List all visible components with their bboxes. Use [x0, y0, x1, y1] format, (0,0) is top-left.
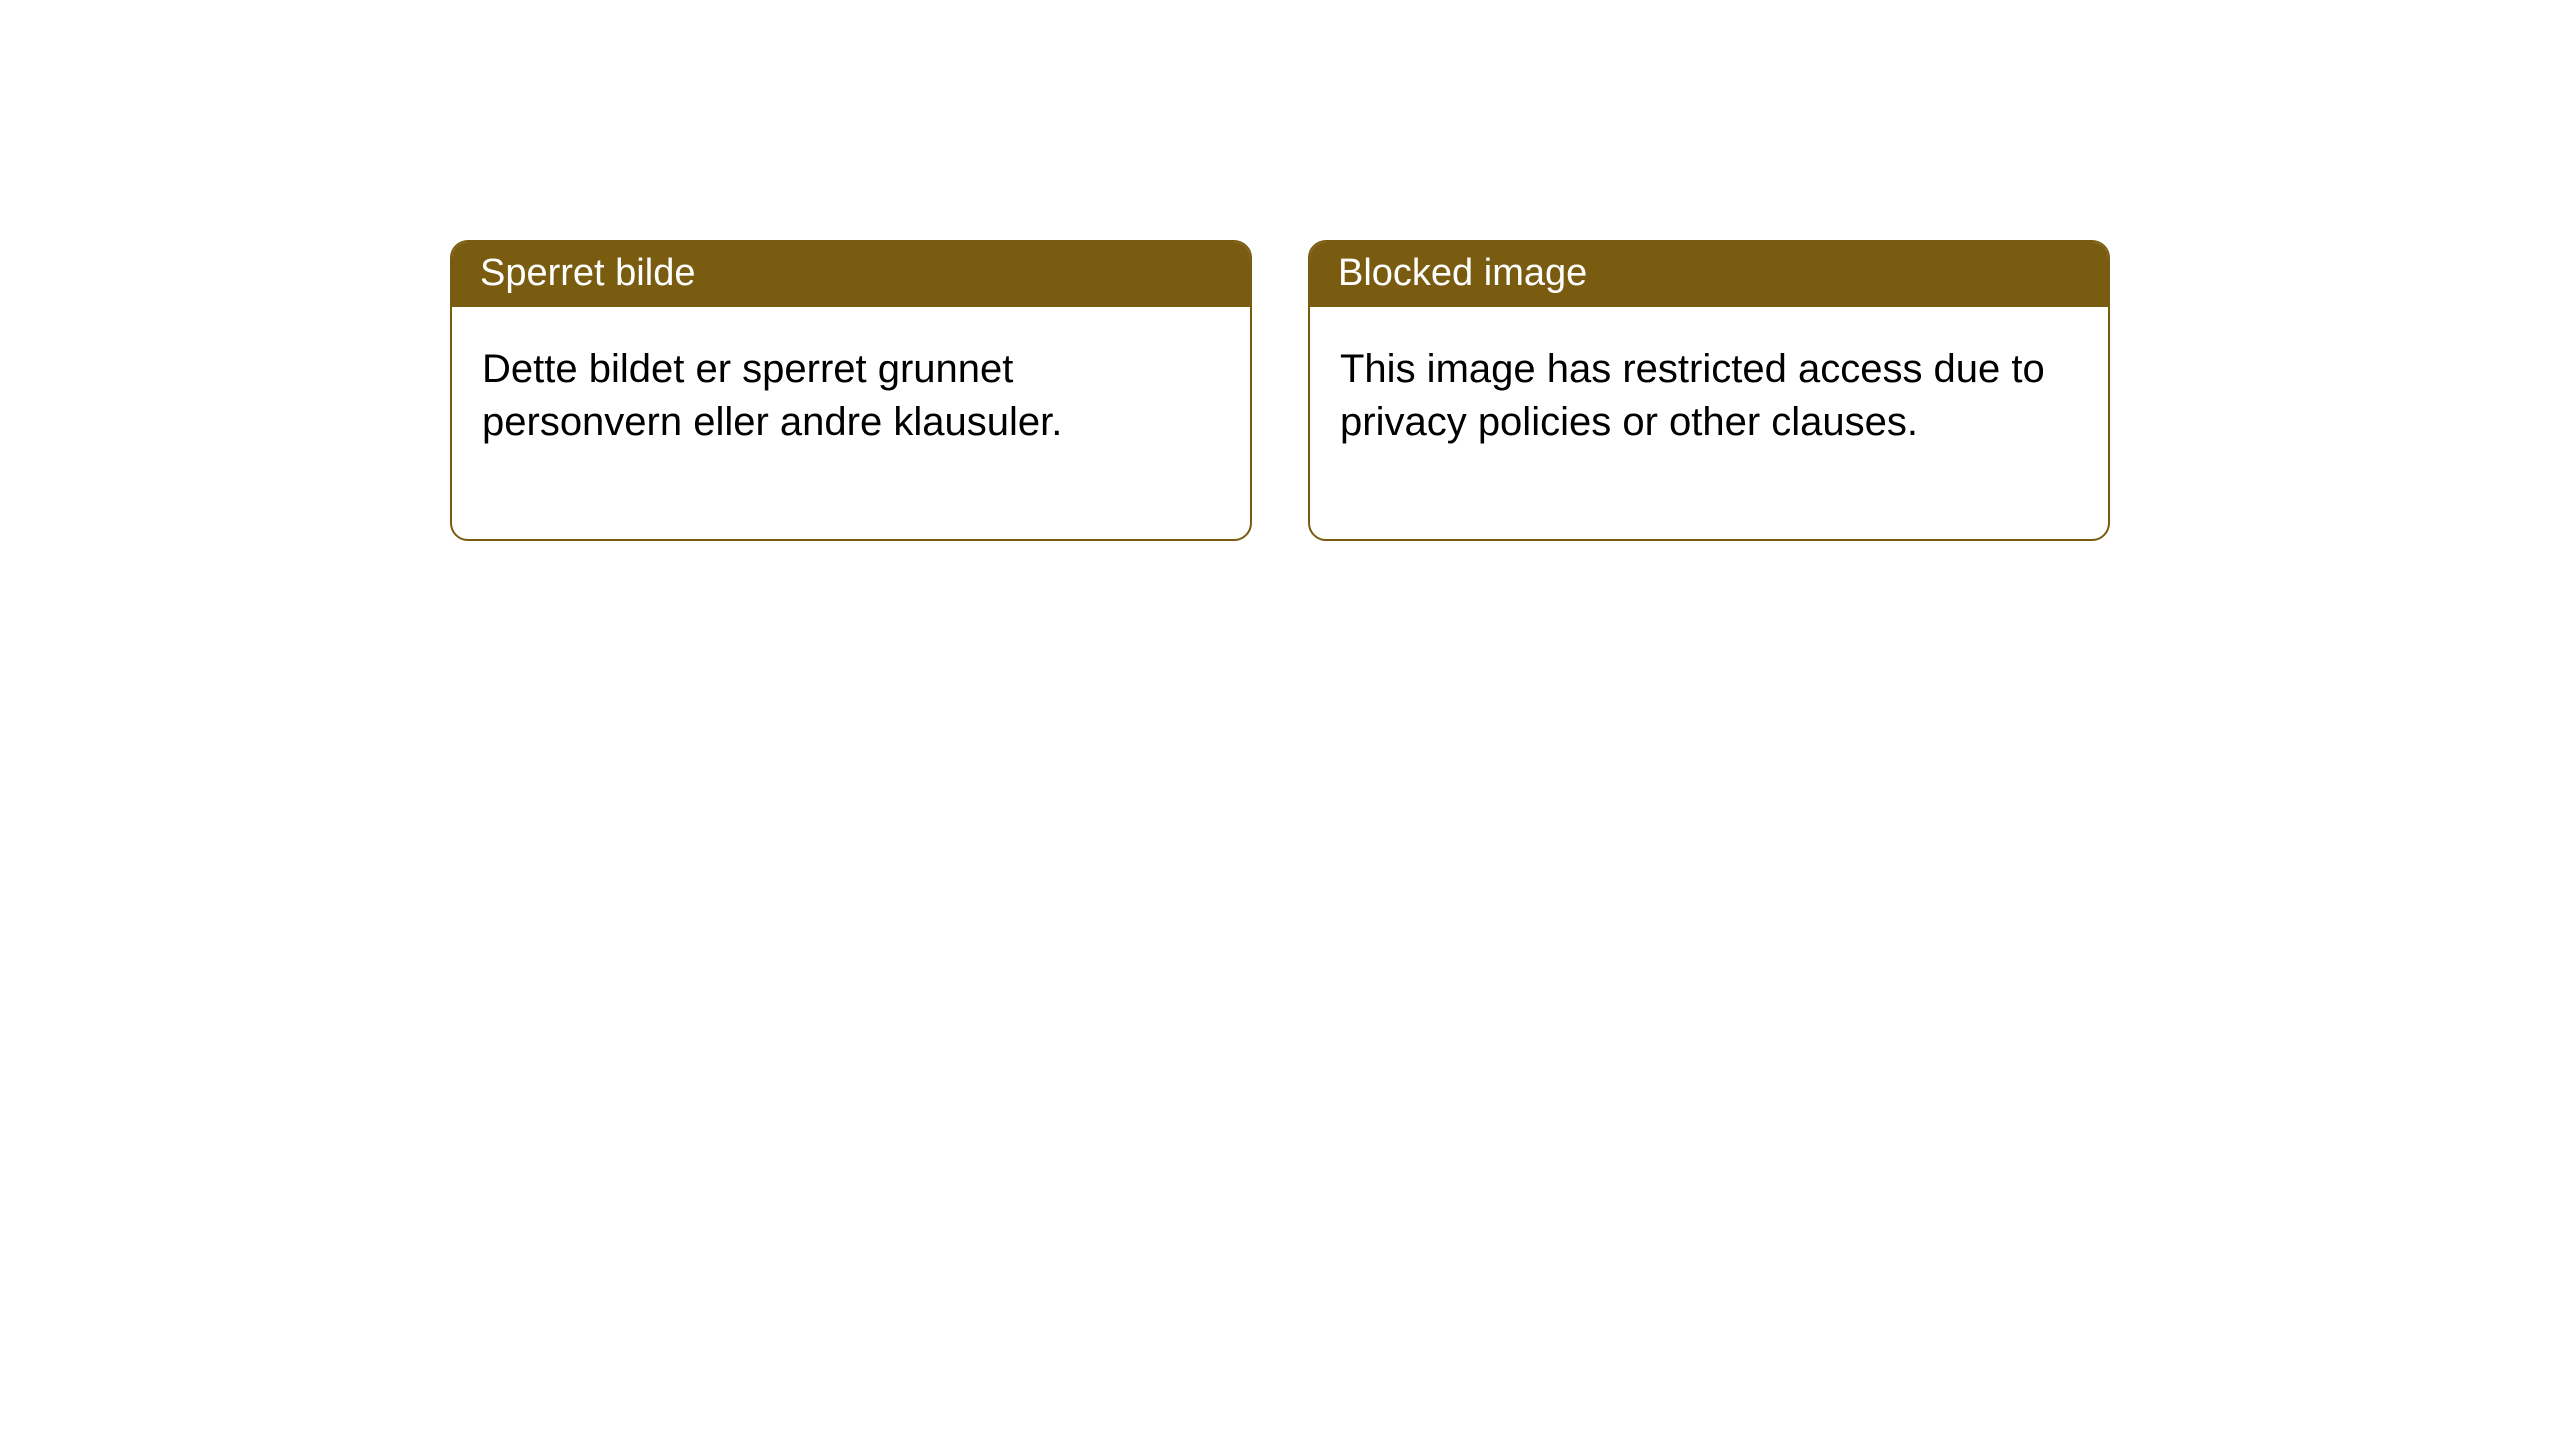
notice-box-english: Blocked image This image has restricted … — [1308, 240, 2110, 541]
notice-body-norwegian: Dette bildet er sperret grunnet personve… — [452, 307, 1250, 539]
notice-header-english: Blocked image — [1310, 242, 2108, 307]
notices-container: Sperret bilde Dette bildet er sperret gr… — [0, 0, 2560, 541]
notice-header-norwegian: Sperret bilde — [452, 242, 1250, 307]
notice-body-english: This image has restricted access due to … — [1310, 307, 2108, 539]
notice-box-norwegian: Sperret bilde Dette bildet er sperret gr… — [450, 240, 1252, 541]
